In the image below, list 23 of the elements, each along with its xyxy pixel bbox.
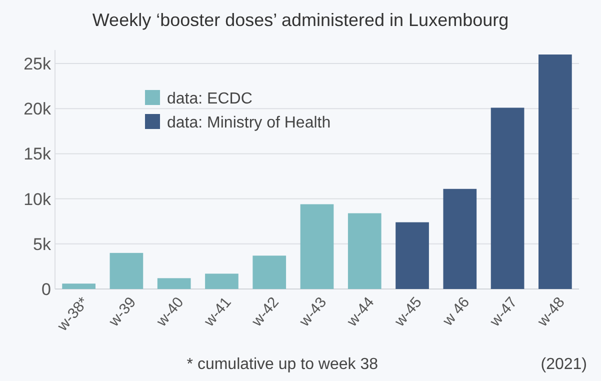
legend-label: data: Ministry of Health: [167, 114, 331, 132]
y-tick-label: 10k: [24, 190, 52, 209]
bar: [62, 284, 96, 289]
y-tick-label: 25k: [24, 54, 52, 74]
y-tick-label: 15k: [24, 144, 52, 164]
text: (2021): [540, 356, 587, 373]
y-tick-label: 0: [42, 280, 51, 299]
bar: [443, 188, 477, 289]
bar: [348, 213, 382, 289]
bar: [490, 108, 524, 289]
bar: [157, 278, 191, 289]
text: * cumulative up to week 38: [186, 356, 378, 373]
bar: [110, 252, 144, 289]
y-tick-label: 5k: [33, 234, 52, 254]
chart-title: Weekly ‘booster doses’ administered in Luxembourg: [92, 10, 509, 30]
bar: [300, 204, 334, 289]
bar: [538, 54, 572, 289]
bar: [205, 274, 238, 289]
y-tick-label: 20k: [24, 100, 52, 119]
bar: [396, 222, 429, 289]
legend-label: data: ECDC: [167, 90, 252, 108]
x-tick-label: w 46: [438, 294, 473, 330]
bar: [252, 256, 286, 289]
